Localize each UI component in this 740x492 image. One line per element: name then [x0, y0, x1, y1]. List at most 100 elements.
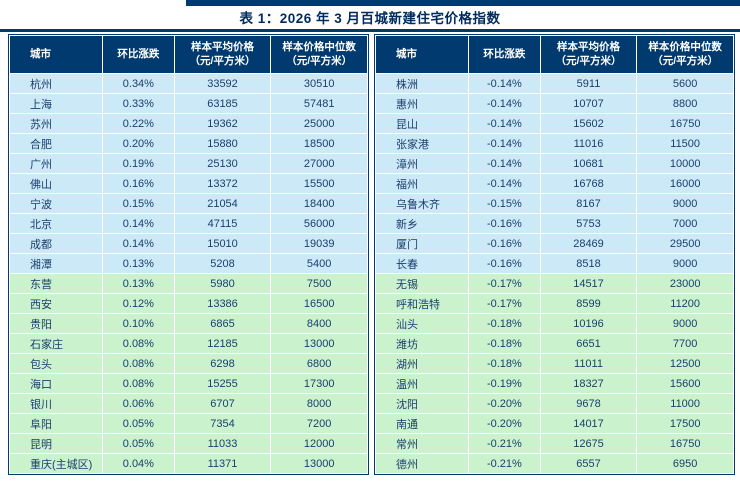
change-cell: 0.22%	[102, 113, 175, 134]
avg-price-cell: 16768	[539, 173, 638, 194]
change-cell: 0.10%	[102, 313, 175, 334]
median-price-cell: 18500	[270, 133, 368, 154]
median-price-cell: 16750	[636, 433, 734, 454]
price-table-left-wrap: 城市 环比涨跌 样本平均价格 （元/平方米） 样本价格中位数 （元/平方米） 杭…	[8, 34, 369, 475]
median-price-cell: 12500	[636, 353, 734, 374]
median-price-cell: 5600	[636, 73, 734, 94]
table-row: 昆山 -0.14% 15602 16750	[374, 113, 734, 134]
median-price-cell: 15600	[636, 373, 734, 394]
change-cell: 0.04%	[102, 453, 175, 474]
avg-price-cell: 5980	[173, 273, 272, 294]
change-cell: 0.33%	[102, 93, 175, 114]
city-cell: 惠州	[374, 93, 470, 114]
median-price-cell: 5400	[270, 253, 368, 274]
change-cell: 0.20%	[102, 133, 175, 154]
table-row: 阜阳 0.05% 7354 7200	[8, 413, 368, 434]
city-cell: 阜阳	[8, 413, 104, 434]
table-row: 潍坊 -0.18% 6651 7700	[374, 333, 734, 354]
median-price-cell: 56000	[270, 213, 368, 234]
median-price-cell: 9000	[636, 253, 734, 274]
col-header-change: 环比涨跌	[102, 35, 175, 74]
change-cell: -0.14%	[468, 133, 541, 154]
change-cell: 0.08%	[102, 373, 175, 394]
avg-price-cell: 10196	[539, 313, 638, 334]
city-cell: 佛山	[8, 173, 104, 194]
city-cell: 长春	[374, 253, 470, 274]
avg-price-cell: 6298	[173, 353, 272, 374]
table-row: 佛山 0.16% 13372 15500	[8, 173, 368, 194]
avg-price-cell: 13386	[173, 293, 272, 314]
avg-price-cell: 5911	[539, 73, 638, 94]
avg-price-cell: 15255	[173, 373, 272, 394]
change-cell: 0.06%	[102, 393, 175, 414]
col-header-city: 城市	[8, 35, 104, 74]
table-row: 株洲 -0.14% 5911 5600	[374, 73, 734, 94]
title-row: 表 1：2026 年 3 月百城新建住宅价格指数	[0, 0, 740, 29]
median-price-cell: 19039	[270, 233, 368, 254]
avg-price-cell: 6557	[539, 453, 638, 474]
table-row: 苏州 0.22% 19362 25000	[8, 113, 368, 134]
col-header-city: 城市	[374, 35, 470, 74]
city-cell: 呼和浩特	[374, 293, 470, 314]
city-cell: 湖州	[374, 353, 470, 374]
change-cell: -0.14%	[468, 93, 541, 114]
change-cell: -0.21%	[468, 453, 541, 474]
table-row: 包头 0.08% 6298 6800	[8, 353, 368, 374]
avg-price-cell: 21054	[173, 193, 272, 214]
city-cell: 苏州	[8, 113, 104, 134]
avg-price-cell: 63185	[173, 93, 272, 114]
col-header-avg-price: 样本平均价格 （元/平方米）	[173, 35, 272, 74]
avg-price-cell: 11371	[173, 453, 272, 474]
col-header-change: 环比涨跌	[468, 35, 541, 74]
avg-price-cell: 8599	[539, 293, 638, 314]
median-price-cell: 11500	[636, 133, 734, 154]
price-table-right-wrap: 城市 环比涨跌 样本平均价格 （元/平方米） 样本价格中位数 （元/平方米） 株…	[374, 34, 735, 475]
table-row: 新乡 -0.16% 5753 7000	[374, 213, 734, 234]
city-cell: 潍坊	[374, 333, 470, 354]
city-cell: 厦门	[374, 233, 470, 254]
change-cell: 0.08%	[102, 353, 175, 374]
city-cell: 德州	[374, 453, 470, 474]
change-cell: -0.18%	[468, 333, 541, 354]
city-cell: 银川	[8, 393, 104, 414]
city-cell: 新乡	[374, 213, 470, 234]
avg-price-cell: 8518	[539, 253, 638, 274]
avg-price-cell: 14017	[539, 413, 638, 434]
table-row: 杭州 0.34% 33592 30510	[8, 73, 368, 94]
median-price-cell: 6950	[636, 453, 734, 474]
avg-price-cell: 10707	[539, 93, 638, 114]
change-cell: -0.14%	[468, 113, 541, 134]
change-cell: 0.15%	[102, 193, 175, 214]
median-price-cell: 16750	[636, 113, 734, 134]
median-price-cell: 13000	[270, 333, 368, 354]
median-price-cell: 7200	[270, 413, 368, 434]
col-header-median-price: 样本价格中位数 （元/平方米）	[636, 35, 734, 74]
median-price-cell: 10000	[636, 153, 734, 174]
city-cell: 昆明	[8, 433, 104, 454]
table-row: 呼和浩特 -0.17% 8599 11200	[374, 293, 734, 314]
table-row: 温州 -0.19% 18327 15600	[374, 373, 734, 394]
table-row: 石家庄 0.08% 12185 13000	[8, 333, 368, 354]
change-cell: 0.19%	[102, 153, 175, 174]
city-cell: 湘潭	[8, 253, 104, 274]
city-cell: 包头	[8, 353, 104, 374]
city-cell: 无锡	[374, 273, 470, 294]
median-price-cell: 8000	[270, 393, 368, 414]
table-row: 福州 -0.14% 16768 16000	[374, 173, 734, 194]
avg-price-cell: 33592	[173, 73, 272, 94]
change-cell: 0.14%	[102, 233, 175, 254]
avg-price-cell: 15602	[539, 113, 638, 134]
avg-price-cell: 13372	[173, 173, 272, 194]
city-cell: 贵阳	[8, 313, 104, 334]
median-price-cell: 30510	[270, 73, 368, 94]
change-cell: 0.13%	[102, 273, 175, 294]
title-rule	[0, 29, 740, 32]
header-row: 城市 环比涨跌 样本平均价格 （元/平方米） 样本价格中位数 （元/平方米）	[8, 35, 368, 74]
change-cell: 0.34%	[102, 73, 175, 94]
median-price-cell: 11000	[636, 393, 734, 414]
header-row: 城市 环比涨跌 样本平均价格 （元/平方米） 样本价格中位数 （元/平方米）	[374, 35, 734, 74]
change-cell: 0.05%	[102, 433, 175, 454]
city-cell: 乌鲁木齐	[374, 193, 470, 214]
avg-price-cell: 28469	[539, 233, 638, 254]
avg-price-cell: 12675	[539, 433, 638, 454]
